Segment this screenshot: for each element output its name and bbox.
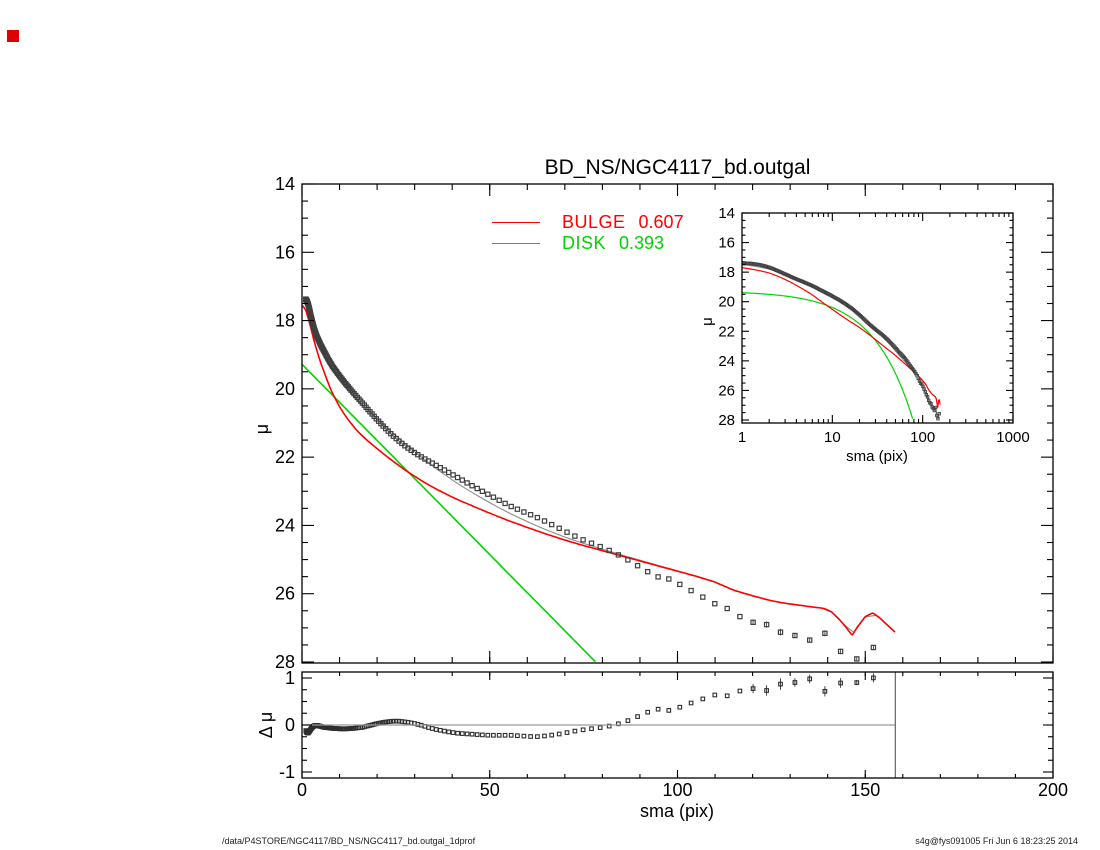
main-panel-series xyxy=(302,296,896,663)
svg-text:28: 28 xyxy=(718,412,735,429)
svg-text:10: 10 xyxy=(824,429,841,446)
svg-text:100: 100 xyxy=(662,780,692,800)
svg-text:16: 16 xyxy=(718,235,735,252)
bulge-label: BULGE xyxy=(562,212,626,232)
svg-text:22: 22 xyxy=(275,447,295,467)
disk-label: DISK xyxy=(562,233,607,253)
chart-title: BD_NS/NGC4117_bd.outgal xyxy=(544,156,811,179)
user-timestamp-footnote: s4g@fys091005 Fri Jun 6 18:23:25 2014 xyxy=(915,836,1078,846)
svg-text:26: 26 xyxy=(275,584,295,604)
legend: BULGE 0.607 DISK 0.393 xyxy=(492,212,684,254)
svg-text:20: 20 xyxy=(275,379,295,399)
svg-text:1: 1 xyxy=(285,668,295,688)
svg-text:0: 0 xyxy=(297,780,307,800)
svg-text:0: 0 xyxy=(285,715,295,735)
svg-text:16: 16 xyxy=(275,242,295,262)
legend-item-bulge: BULGE 0.607 xyxy=(492,212,684,233)
svg-text:20: 20 xyxy=(718,294,735,311)
inset-panel-series xyxy=(742,261,941,421)
svg-text:18: 18 xyxy=(275,311,295,331)
svg-text:150: 150 xyxy=(850,780,880,800)
svg-text:sma (pix): sma (pix) xyxy=(846,448,908,465)
svg-text:26: 26 xyxy=(718,382,735,399)
svg-text:18: 18 xyxy=(718,264,735,281)
legend-item-disk: DISK 0.393 xyxy=(492,233,684,254)
file-path-footnote: /data/P4STORE/NGC4117/BD_NS/NGC4117_bd.o… xyxy=(222,836,476,846)
svg-text:14: 14 xyxy=(718,205,735,222)
red-marker-square xyxy=(7,30,19,42)
bulge-fraction: 0.607 xyxy=(638,212,684,232)
svg-text:28: 28 xyxy=(275,652,295,672)
svg-text:14: 14 xyxy=(275,174,295,194)
svg-text:μ: μ xyxy=(699,317,716,326)
svg-text:μ: μ xyxy=(252,424,272,434)
svg-text:sma (pix): sma (pix) xyxy=(640,801,714,821)
disk-line-swatch xyxy=(492,243,540,244)
svg-text:24: 24 xyxy=(718,353,735,370)
svg-text:24: 24 xyxy=(275,515,295,535)
disk-fraction: 0.393 xyxy=(619,233,665,253)
svg-text:22: 22 xyxy=(718,323,735,340)
svg-text:200: 200 xyxy=(1038,780,1068,800)
svg-text:-1: -1 xyxy=(279,762,295,782)
bulge-line-swatch xyxy=(492,222,540,223)
residual-panel-series xyxy=(302,672,896,778)
svg-text:1: 1 xyxy=(738,429,746,446)
svg-text:Δ μ: Δ μ xyxy=(256,712,276,738)
svg-text:1000: 1000 xyxy=(996,429,1029,446)
svg-text:50: 50 xyxy=(480,780,500,800)
svg-text:100: 100 xyxy=(910,429,935,446)
